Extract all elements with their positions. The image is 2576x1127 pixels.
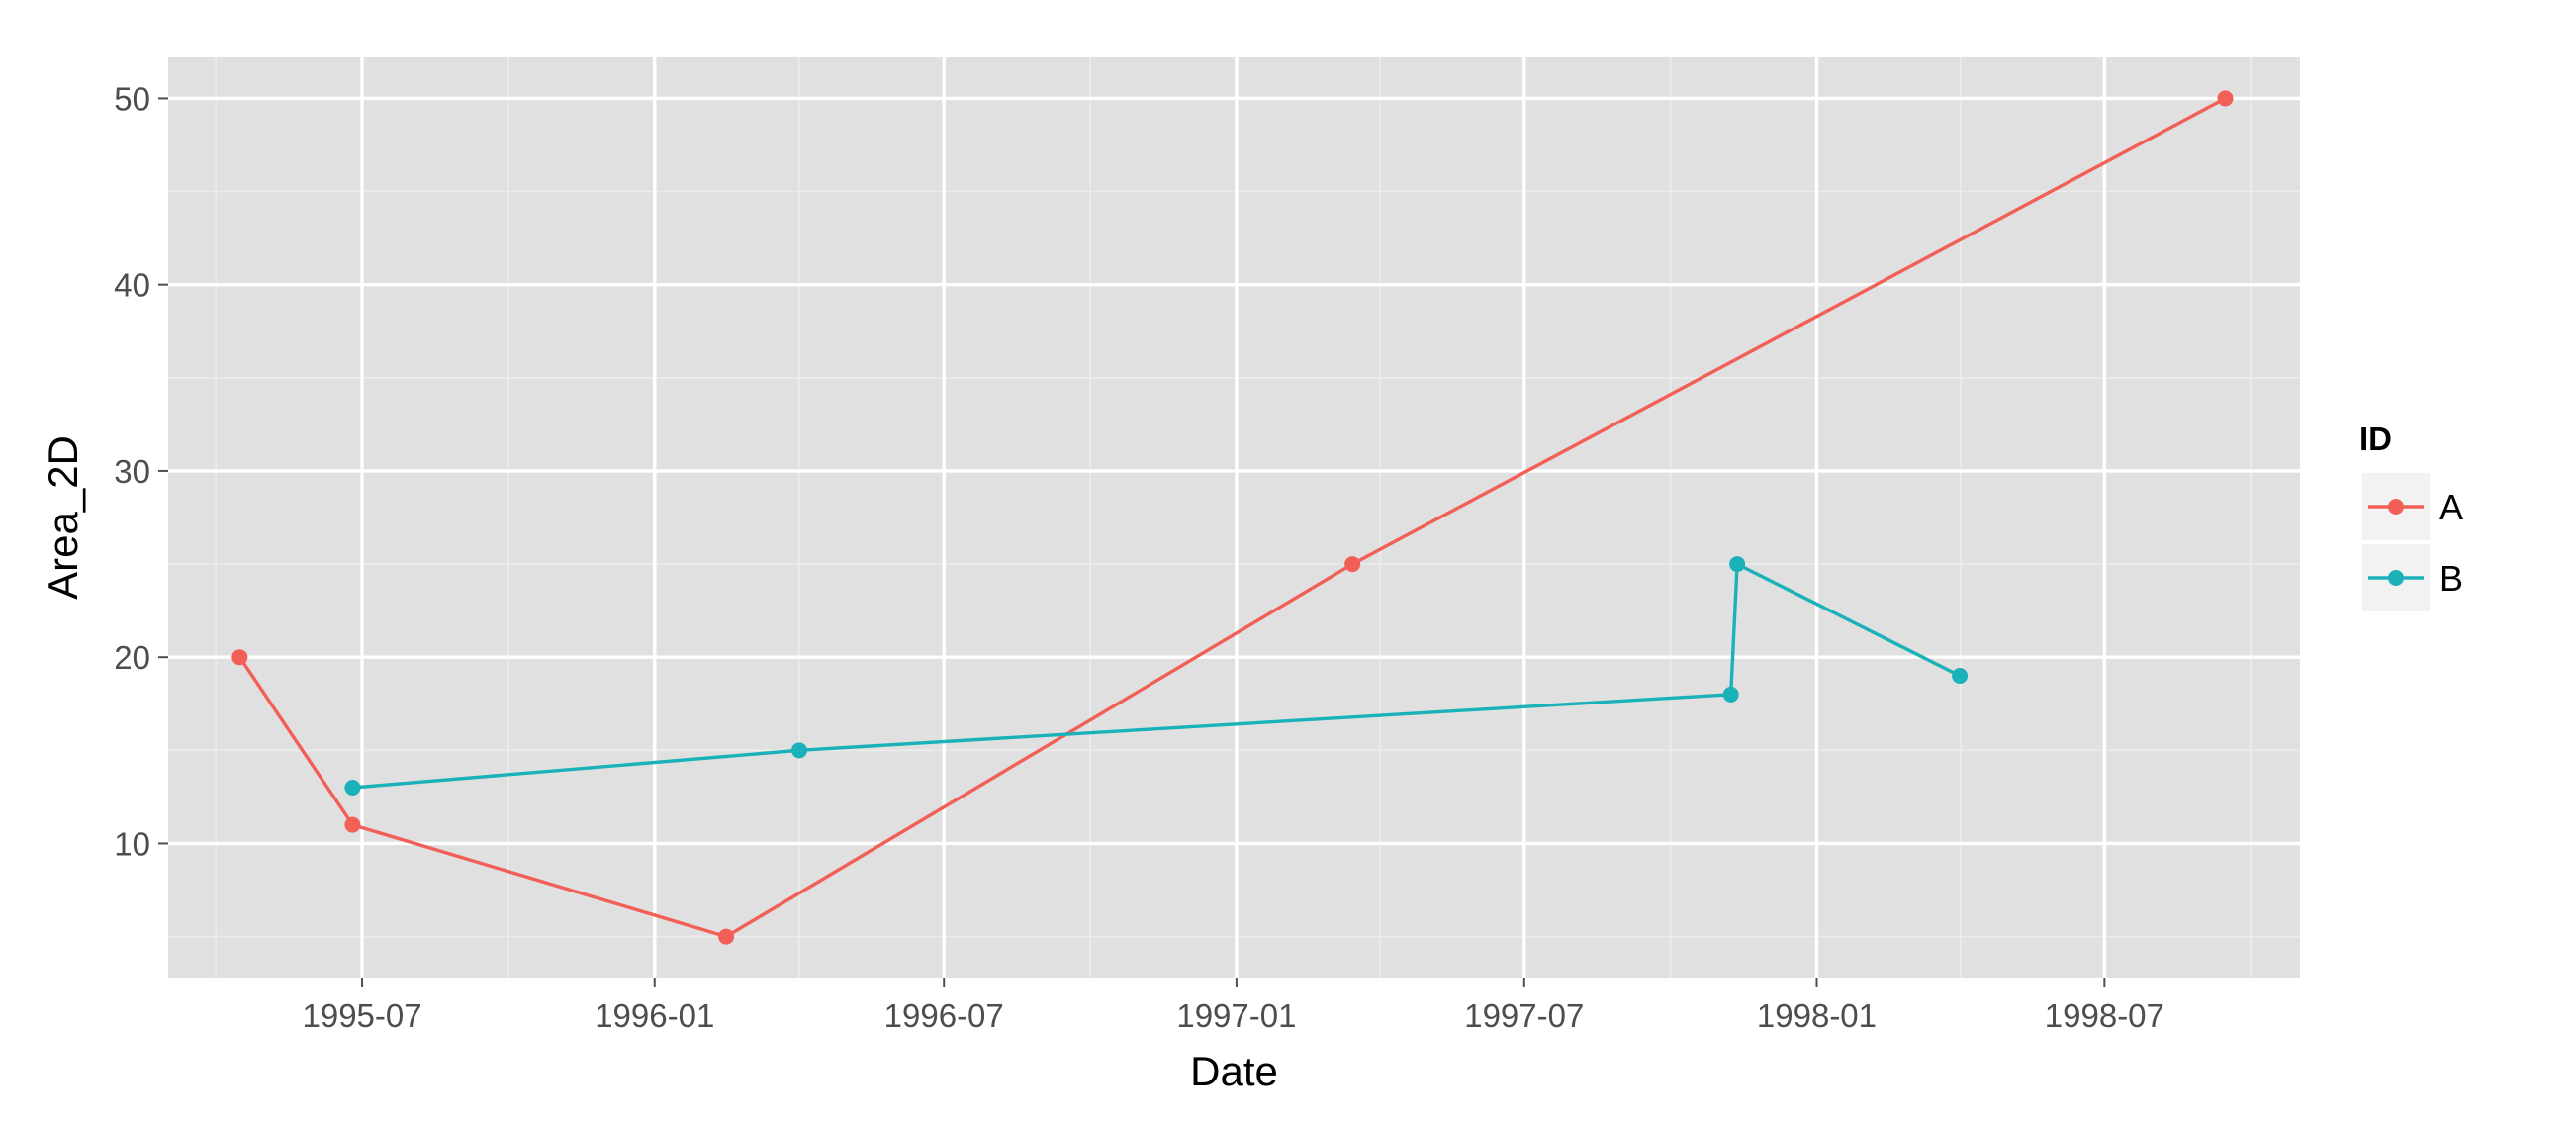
data-point [790, 742, 807, 759]
data-point [344, 816, 361, 833]
legend-item: B [2362, 544, 2463, 611]
legend-label: A [2439, 487, 2463, 527]
data-point [344, 779, 361, 796]
x-axis-title: Date [1190, 1048, 1278, 1094]
y-tick-label: 20 [114, 639, 150, 676]
y-tick-label: 10 [114, 825, 150, 862]
x-tick-label: 1996-01 [595, 997, 714, 1034]
legend-swatch-point [2388, 499, 2404, 515]
x-tick-label: 1995-07 [303, 997, 422, 1034]
data-point [2217, 90, 2234, 107]
x-tick-label: 1996-07 [884, 997, 1004, 1034]
series-A [231, 90, 2234, 945]
series-layer [231, 90, 2234, 945]
series-B [344, 556, 1969, 796]
data-point [231, 649, 248, 666]
y-tick-label: 40 [114, 267, 150, 304]
data-point [1729, 556, 1746, 573]
x-tick-label: 1997-01 [1176, 997, 1296, 1034]
x-tick-label: 1997-07 [1464, 997, 1584, 1034]
data-point [1722, 686, 1739, 703]
data-point [1952, 668, 1969, 685]
legend-label: B [2439, 558, 2463, 599]
y-tick-label: 50 [114, 80, 150, 117]
x-tick-label: 1998-07 [2045, 997, 2164, 1034]
major-gridlines [168, 57, 2300, 978]
legend-swatch-point [2388, 570, 2404, 586]
legend: ID AB [2359, 421, 2463, 611]
minor-gridlines [168, 57, 2300, 978]
y-tick-label: 30 [114, 453, 150, 490]
data-point [718, 928, 735, 945]
y-axis: 10 20 30 40 50 [114, 80, 168, 862]
legend-title: ID [2359, 421, 2392, 457]
legend-item: A [2362, 473, 2463, 540]
data-point [1344, 556, 1361, 573]
plot-panel [168, 57, 2300, 978]
y-axis-title: Area_2D [40, 435, 86, 600]
x-axis: 1995-07 1996-01 1996-07 1997-01 1997-07 1998-… [303, 978, 2164, 1034]
x-tick-label: 1998-01 [1757, 997, 1877, 1034]
